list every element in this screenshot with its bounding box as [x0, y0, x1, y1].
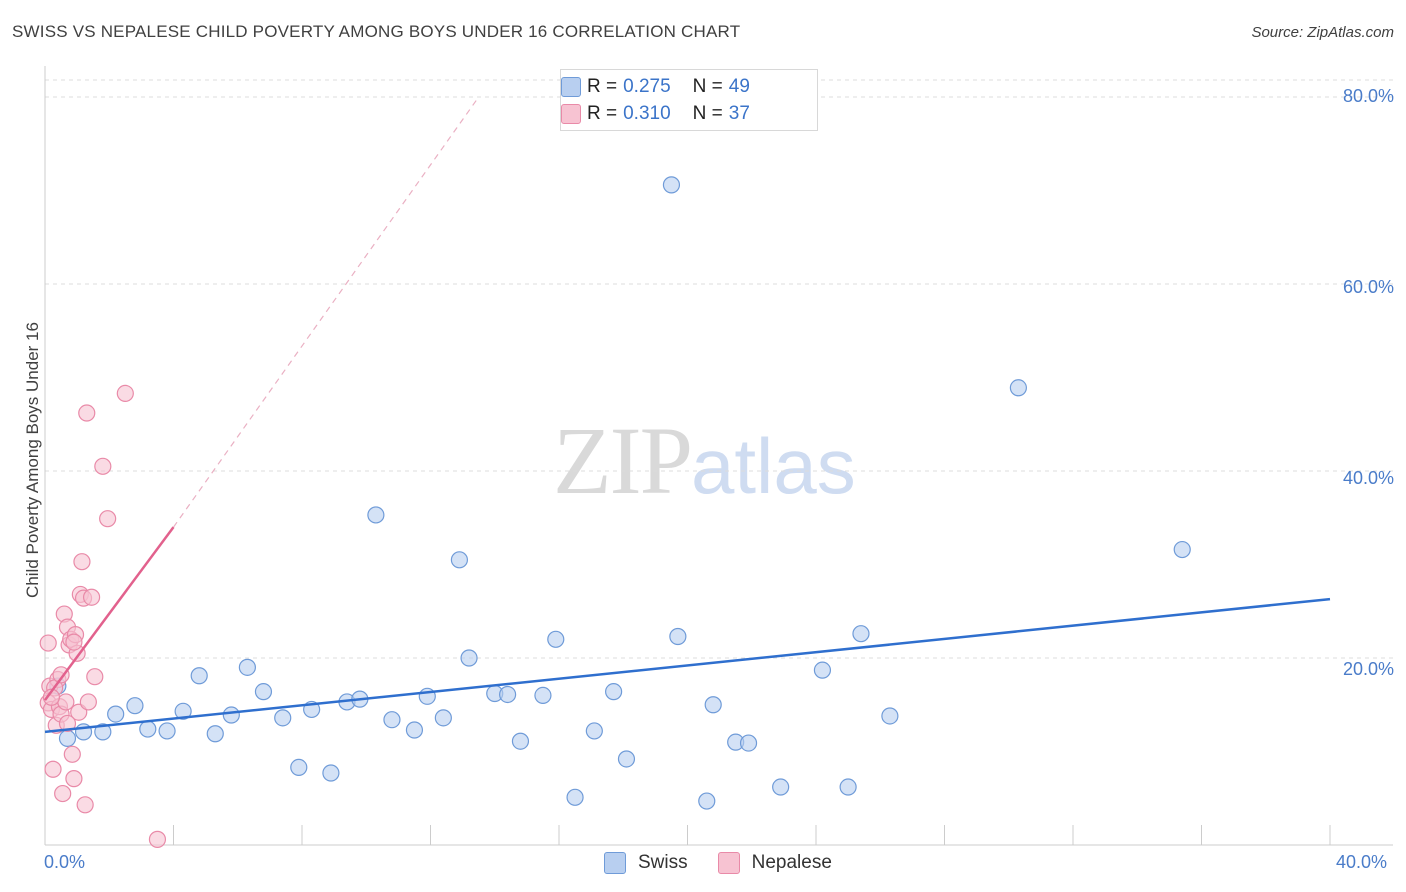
watermark: ZIPatlas [553, 405, 856, 516]
data-point-nepalese [63, 745, 81, 763]
data-point-nepalese [86, 668, 104, 686]
data-point-swiss [254, 683, 273, 701]
x-tick-label-40: 40.0% [1336, 852, 1388, 872]
legend-n-value: 37 [728, 103, 750, 124]
data-point-swiss [881, 707, 899, 725]
data-point-nepalese [94, 457, 112, 475]
data-point-swiss [158, 722, 176, 740]
data-point-swiss [238, 658, 256, 676]
chart-title: SWISS VS NEPALESE CHILD POVERTY AMONG BO… [12, 22, 741, 41]
legend-item-swiss[interactable]: Swiss [604, 852, 688, 874]
data-point-swiss [222, 706, 240, 724]
legend-r-value: 0.275 [623, 76, 671, 97]
data-point-swiss [669, 627, 687, 646]
data-point-nepalese [42, 688, 61, 706]
data-point-swiss [274, 709, 292, 727]
data-point-swiss [499, 685, 517, 704]
series-legend: Swiss Nepalese [604, 852, 862, 874]
legend-swatch-nepalese [561, 104, 581, 124]
data-point-nepalese [58, 714, 77, 733]
data-point-swiss [383, 711, 401, 729]
y-tick-label-20: 20.0% [1342, 659, 1394, 679]
data-point-swiss [174, 702, 192, 720]
data-point-swiss [126, 697, 144, 715]
legend-r-label: R = [587, 103, 618, 124]
data-point-swiss [547, 630, 565, 648]
data-point-swiss [58, 729, 77, 748]
data-point-swiss [322, 764, 340, 782]
data-point-swiss [1173, 540, 1191, 559]
data-point-nepalese [44, 760, 62, 778]
legend-swatch-swiss [561, 77, 581, 97]
chart-source: Source: ZipAtlas.com [1251, 24, 1394, 41]
data-point-swiss [367, 506, 385, 524]
legend-r-label: R = [587, 76, 618, 97]
legend-n-label: N = [692, 103, 723, 124]
data-point-swiss [566, 788, 584, 806]
legend-row-swiss: R = 0.275 N = 49 [561, 74, 750, 100]
data-point-swiss [534, 686, 552, 705]
data-point-nepalese [148, 830, 167, 848]
data-point-swiss [190, 667, 208, 685]
legend-swatch-swiss [604, 852, 626, 874]
watermark-zip: ZIP [553, 407, 693, 514]
legend-r-value: 0.310 [623, 103, 671, 124]
data-point-nepalese [65, 770, 83, 788]
legend-n-value: 49 [728, 76, 750, 97]
data-point-nepalese [79, 693, 97, 711]
data-point-swiss [739, 734, 758, 752]
data-point-swiss [772, 778, 790, 796]
x-tick-label-0: 0.0% [44, 852, 86, 872]
stats-legend: R = 0.275 N = 49 R = 0.310 N = 37 [560, 69, 818, 131]
data-point-swiss [605, 683, 623, 701]
data-point-swiss [405, 721, 424, 739]
data-point-swiss [839, 778, 857, 796]
data-point-swiss [617, 750, 636, 768]
legend-label-nepalese: Nepalese [751, 852, 832, 873]
trend-line-swiss [44, 597, 1331, 734]
data-point-swiss [585, 722, 603, 740]
y-tick-label-40: 40.0% [1342, 468, 1394, 488]
legend-row-nepalese: R = 0.310 N = 37 [561, 101, 750, 127]
data-point-nepalese [57, 693, 75, 711]
data-point-swiss [698, 792, 716, 810]
data-point-nepalese [73, 553, 91, 571]
y-axis-label: Child Poverty Among Boys Under 16 [23, 322, 42, 598]
data-point-swiss [704, 696, 722, 714]
data-point-nepalese [99, 510, 117, 528]
legend-n-label: N = [692, 76, 723, 97]
data-point-swiss [206, 725, 224, 743]
watermark-atlas: atlas [691, 422, 856, 510]
legend-label-swiss: Swiss [638, 852, 688, 873]
trend-line-extension-nepalese [173, 96, 480, 528]
y-axis-label-wrap: Child Poverty Among Boys Under 16 [18, 300, 48, 620]
data-point-nepalese [82, 588, 101, 606]
data-point-swiss [107, 705, 125, 723]
data-point-swiss [511, 732, 530, 750]
data-point-nepalese [52, 666, 70, 684]
data-point-swiss [1009, 379, 1027, 397]
data-point-swiss [94, 723, 112, 741]
data-point-swiss [450, 551, 469, 569]
y-tick-label-80: 80.0% [1342, 86, 1394, 106]
legend-item-nepalese[interactable]: Nepalese [717, 852, 832, 874]
data-point-swiss [813, 661, 832, 679]
data-point-swiss [852, 625, 870, 643]
trend-line-nepalese [43, 526, 175, 701]
data-point-swiss [662, 176, 681, 194]
data-point-nepalese [76, 796, 94, 814]
data-point-swiss [290, 758, 308, 776]
data-point-nepalese [39, 634, 57, 652]
data-point-nepalese [78, 404, 96, 422]
data-point-swiss [139, 720, 157, 738]
y-tick-label-60: 60.0% [1342, 277, 1394, 297]
data-point-swiss [434, 709, 452, 727]
legend-swatch-nepalese [717, 852, 740, 874]
data-point-nepalese [65, 633, 83, 651]
data-point-swiss [460, 649, 478, 667]
data-point-nepalese [116, 384, 134, 402]
data-point-nepalese [54, 784, 72, 803]
